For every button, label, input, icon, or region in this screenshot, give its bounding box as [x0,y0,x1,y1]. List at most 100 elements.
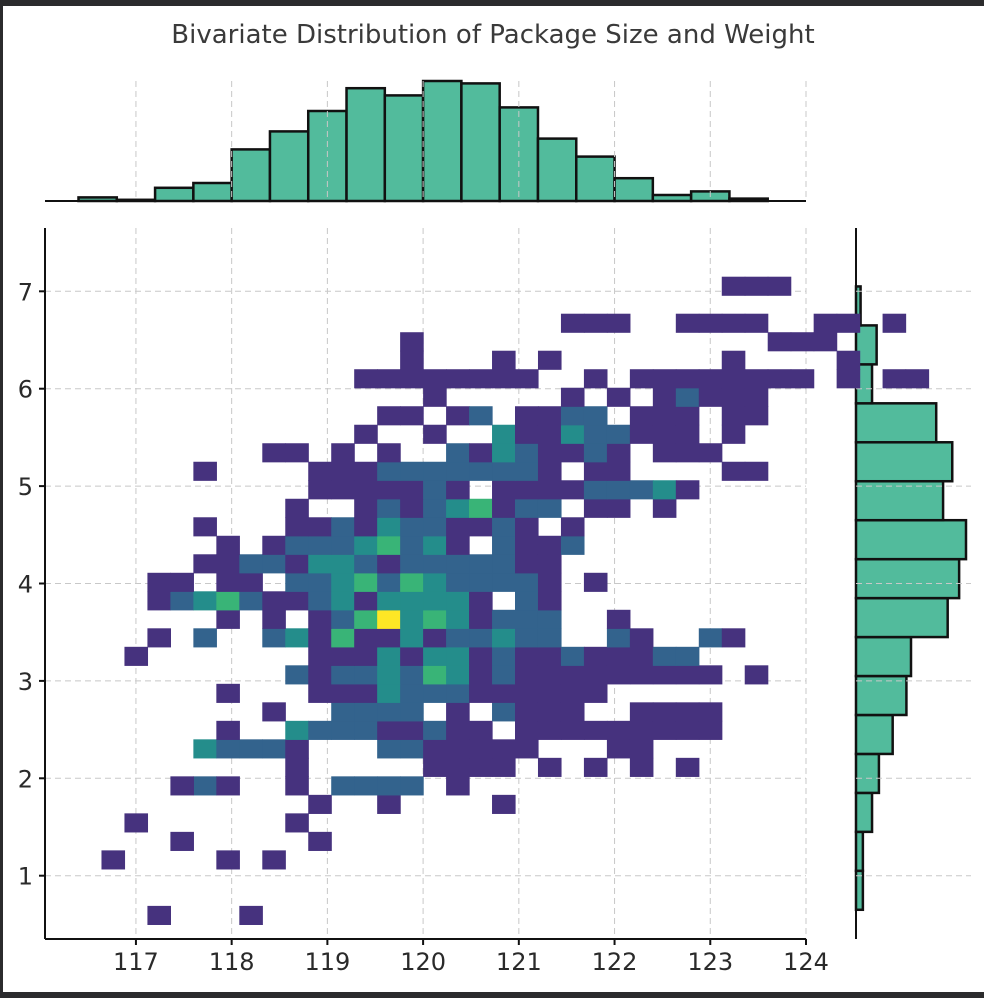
heatmap-cell [377,702,401,722]
heatmap-cell [492,794,516,814]
heatmap-cell [492,683,516,703]
heatmap-cell [537,591,562,611]
heatmap-cell [377,739,401,759]
heatmap-cell [537,665,562,685]
heatmap-cell [721,369,746,389]
heatmap-cell [675,757,700,777]
heatmap-cell [767,332,792,352]
heatmap-cell [583,369,608,389]
y-tick-label: 4 [18,571,33,599]
heatmap-cell [377,683,401,703]
heatmap-cell [836,369,861,389]
heatmap-cell [583,424,608,444]
heatmap-cell [560,683,585,703]
heatmap-cell [469,369,493,389]
heatmap-cell [469,628,493,648]
heatmap-cell [354,498,378,518]
heatmap-cell [652,720,677,740]
right-histogram-bar [854,518,968,561]
heatmap-cell [515,609,539,629]
heatmap-cell [675,720,700,740]
heatmap-cell [721,406,746,426]
heatmap-cell [446,554,470,574]
heatmap-cell [423,498,447,518]
heatmap-cell [285,628,309,648]
heatmap-cell [721,628,746,648]
heatmap-cell [515,424,539,444]
heatmap-cell [492,646,516,666]
heatmap-cell [492,665,516,685]
top-histogram-bar [613,176,655,203]
x-tick-labels: 117 118 119 120 121 122 123 124 [113,939,829,976]
right-histogram-bar [854,791,874,834]
top-marginal-histogram [45,79,806,203]
right-histogram-bar [854,596,949,639]
heatmap-cell [262,591,286,611]
heatmap-cell [744,461,769,481]
heatmap-cell [331,776,355,796]
heatmap-cell [492,461,516,481]
heatmap-cell [423,720,447,740]
heatmap-cell [423,535,447,555]
heatmap-cell [331,480,355,500]
heatmap-cell [698,443,723,463]
heatmap-cell [560,646,585,666]
heatmap-cell [285,517,309,537]
heatmap-cell [652,406,677,426]
heatmap-cell [515,572,539,592]
right-histogram-bar [854,752,881,795]
heatmap-cell [492,757,516,777]
heatmap-cell [354,776,378,796]
heatmap-cell [537,480,562,500]
heatmap-cell [698,665,723,685]
heatmap-cell [446,406,470,426]
heatmap-cell [331,720,355,740]
heatmap-cell [239,591,263,611]
heatmap-cell [377,517,401,537]
heatmap-cell [354,720,378,740]
heatmap-cell [469,461,493,481]
heatmap-cell [675,424,700,444]
heatmap-cell [698,720,723,740]
heatmap-cell [423,628,447,648]
heatmap-cell [354,461,378,481]
heatmap-cell [331,535,355,555]
heatmap-cell [285,443,309,463]
heatmap-cell [446,498,470,518]
heatmap-cell [400,572,424,592]
heatmap-cell [377,646,401,666]
heatmap-cell [698,369,723,389]
heatmap-cell [216,572,240,592]
heatmap-cell [606,424,631,444]
heatmap-cell [469,498,493,518]
heatmap-cell [629,480,654,500]
top-histogram-bar [383,94,425,203]
y-tick-label: 2 [18,765,33,793]
heatmap-cell [744,406,769,426]
heatmap-cell [537,646,562,666]
heatmap-cell [308,591,332,611]
heatmap-cell [262,554,286,574]
heatmap-cell [560,387,585,407]
heatmap-cell [515,406,539,426]
heatmap-cell [400,702,424,722]
heatmap-cell [560,313,585,333]
heatmap-cell [492,350,516,370]
heatmap-cell [675,443,700,463]
heatmap-cell [560,480,585,500]
heatmap-cell [377,461,401,481]
heatmap-cell [377,665,401,685]
heatmap-cell [400,665,424,685]
heatmap-cell [262,850,286,870]
heatmap-cell [446,572,470,592]
heatmap-cell [560,424,585,444]
heatmap-cell [790,332,815,352]
heatmap-cell [583,480,608,500]
heatmap-cell [560,665,585,685]
heatmap-cell [423,757,447,777]
right-histogram-bar [854,635,913,678]
heatmap-cell [560,406,585,426]
heatmap-cell [446,535,470,555]
heatmap-cell [492,554,516,574]
heatmap-cell [675,406,700,426]
